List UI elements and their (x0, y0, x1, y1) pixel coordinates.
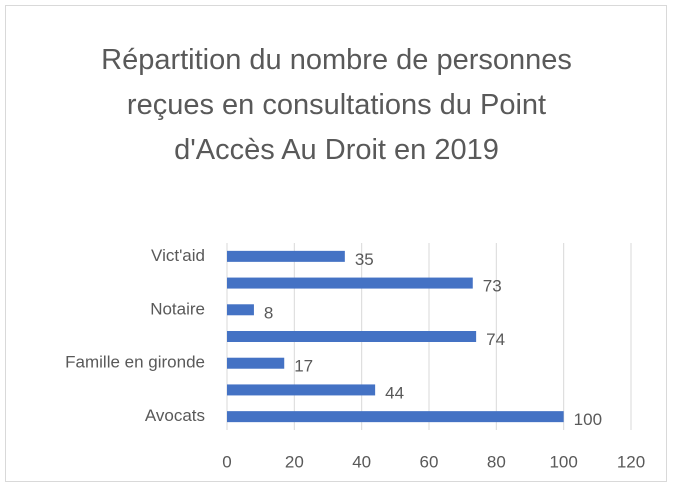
bar (227, 384, 376, 396)
y-tick-label: Notaire (150, 299, 205, 318)
x-tick-label: 80 (487, 452, 506, 471)
x-tick-label: 120 (617, 452, 645, 471)
y-tick-label: Vict'aid (151, 246, 205, 265)
value-label: 17 (294, 357, 313, 376)
bar (227, 250, 345, 262)
value-label: 73 (483, 277, 502, 296)
value-label: 44 (385, 383, 404, 402)
x-tick-label: 40 (352, 452, 371, 471)
value-label: 74 (486, 330, 505, 349)
bar (227, 277, 473, 289)
y-tick-label: Famille en gironde (65, 353, 205, 372)
bar (227, 411, 564, 423)
x-tick-label: 60 (420, 452, 439, 471)
bar (227, 304, 254, 316)
x-tick-label: 0 (222, 452, 231, 471)
x-tick-label: 20 (285, 452, 304, 471)
chart-title: Répartition du nombre de personnes reçue… (101, 44, 572, 166)
bar (227, 357, 285, 369)
x-tick-label: 100 (549, 452, 577, 471)
value-label: 35 (355, 250, 374, 269)
bar (227, 331, 477, 342)
value-label: 8 (264, 303, 273, 322)
value-label: 100 (574, 410, 602, 429)
chart-frame (5, 5, 667, 482)
y-tick-label: Avocats (145, 406, 205, 425)
